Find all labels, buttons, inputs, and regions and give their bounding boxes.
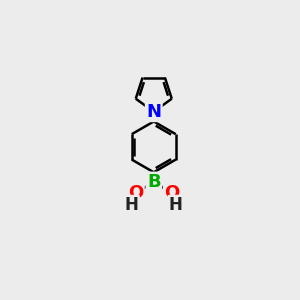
Text: H: H [169,196,183,214]
Text: O: O [164,184,179,202]
Text: B: B [147,173,160,191]
Text: H: H [124,196,139,214]
Text: N: N [146,103,161,121]
Text: O: O [128,184,143,202]
